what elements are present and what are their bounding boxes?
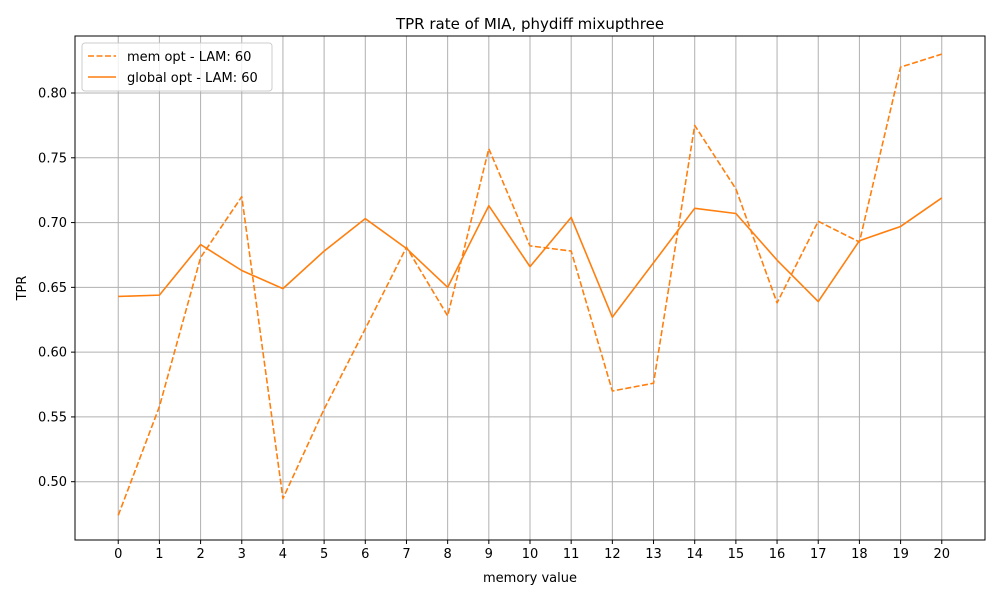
tick-layer: 0 1 2 3 4 5 6 7 8 9 10 11 12 13 14 15 16 17 18 19 200.500.55… <box>38 87 950 562</box>
legend: mem opt - LAM: 60 global opt - LAM: 60 <box>81 42 273 92</box>
x-tick-label: 10 <box>522 547 539 562</box>
x-axis-label: memory value <box>483 571 577 586</box>
y-tick-label: 0.80 <box>38 87 67 102</box>
x-tick-label: 4 <box>279 547 287 562</box>
x-tick-label: 13 <box>645 547 662 562</box>
y-tick-label: 0.55 <box>38 410 67 425</box>
y-tick-label: 0.75 <box>38 151 67 166</box>
y-tick-label: 0.60 <box>38 346 67 361</box>
y-axis-label: TPR <box>15 276 30 302</box>
x-tick-label: 14 <box>686 547 703 562</box>
series-layer <box>117 53 943 516</box>
x-tick-label: 9 <box>485 547 493 562</box>
x-tick-label: 7 <box>402 547 410 562</box>
x-tick-label: 17 <box>810 547 827 562</box>
x-tick-label: 5 <box>320 547 328 562</box>
legend-box <box>81 42 273 92</box>
series-line-mem-opt <box>117 53 943 516</box>
x-tick-label: 11 <box>563 547 580 562</box>
x-tick-label: 19 <box>892 547 909 562</box>
x-tick-label: 16 <box>769 547 786 562</box>
x-tick-label: 20 <box>933 547 950 562</box>
y-tick-label: 0.50 <box>38 475 67 490</box>
x-tick-label: 8 <box>444 547 452 562</box>
x-tick-label: 3 <box>238 547 246 562</box>
x-tick-label: 15 <box>728 547 745 562</box>
y-tick-label: 0.65 <box>38 281 67 296</box>
legend-label-mem-opt: mem opt - LAM: 60 <box>127 50 251 65</box>
x-tick-label: 6 <box>361 547 369 562</box>
y-tick-label: 0.70 <box>38 216 67 231</box>
x-tick-label: 0 <box>114 547 122 562</box>
x-tick-label: 12 <box>604 547 621 562</box>
x-tick-label: 18 <box>851 547 868 562</box>
grid-layer <box>75 36 985 540</box>
chart-title: TPR rate of MIA, phydiff mixupthree <box>395 15 664 33</box>
x-tick-label: 1 <box>155 547 163 562</box>
legend-label-global-opt: global opt - LAM: 60 <box>127 71 258 86</box>
series-line-global-opt <box>118 197 943 318</box>
x-tick-label: 2 <box>196 547 204 562</box>
